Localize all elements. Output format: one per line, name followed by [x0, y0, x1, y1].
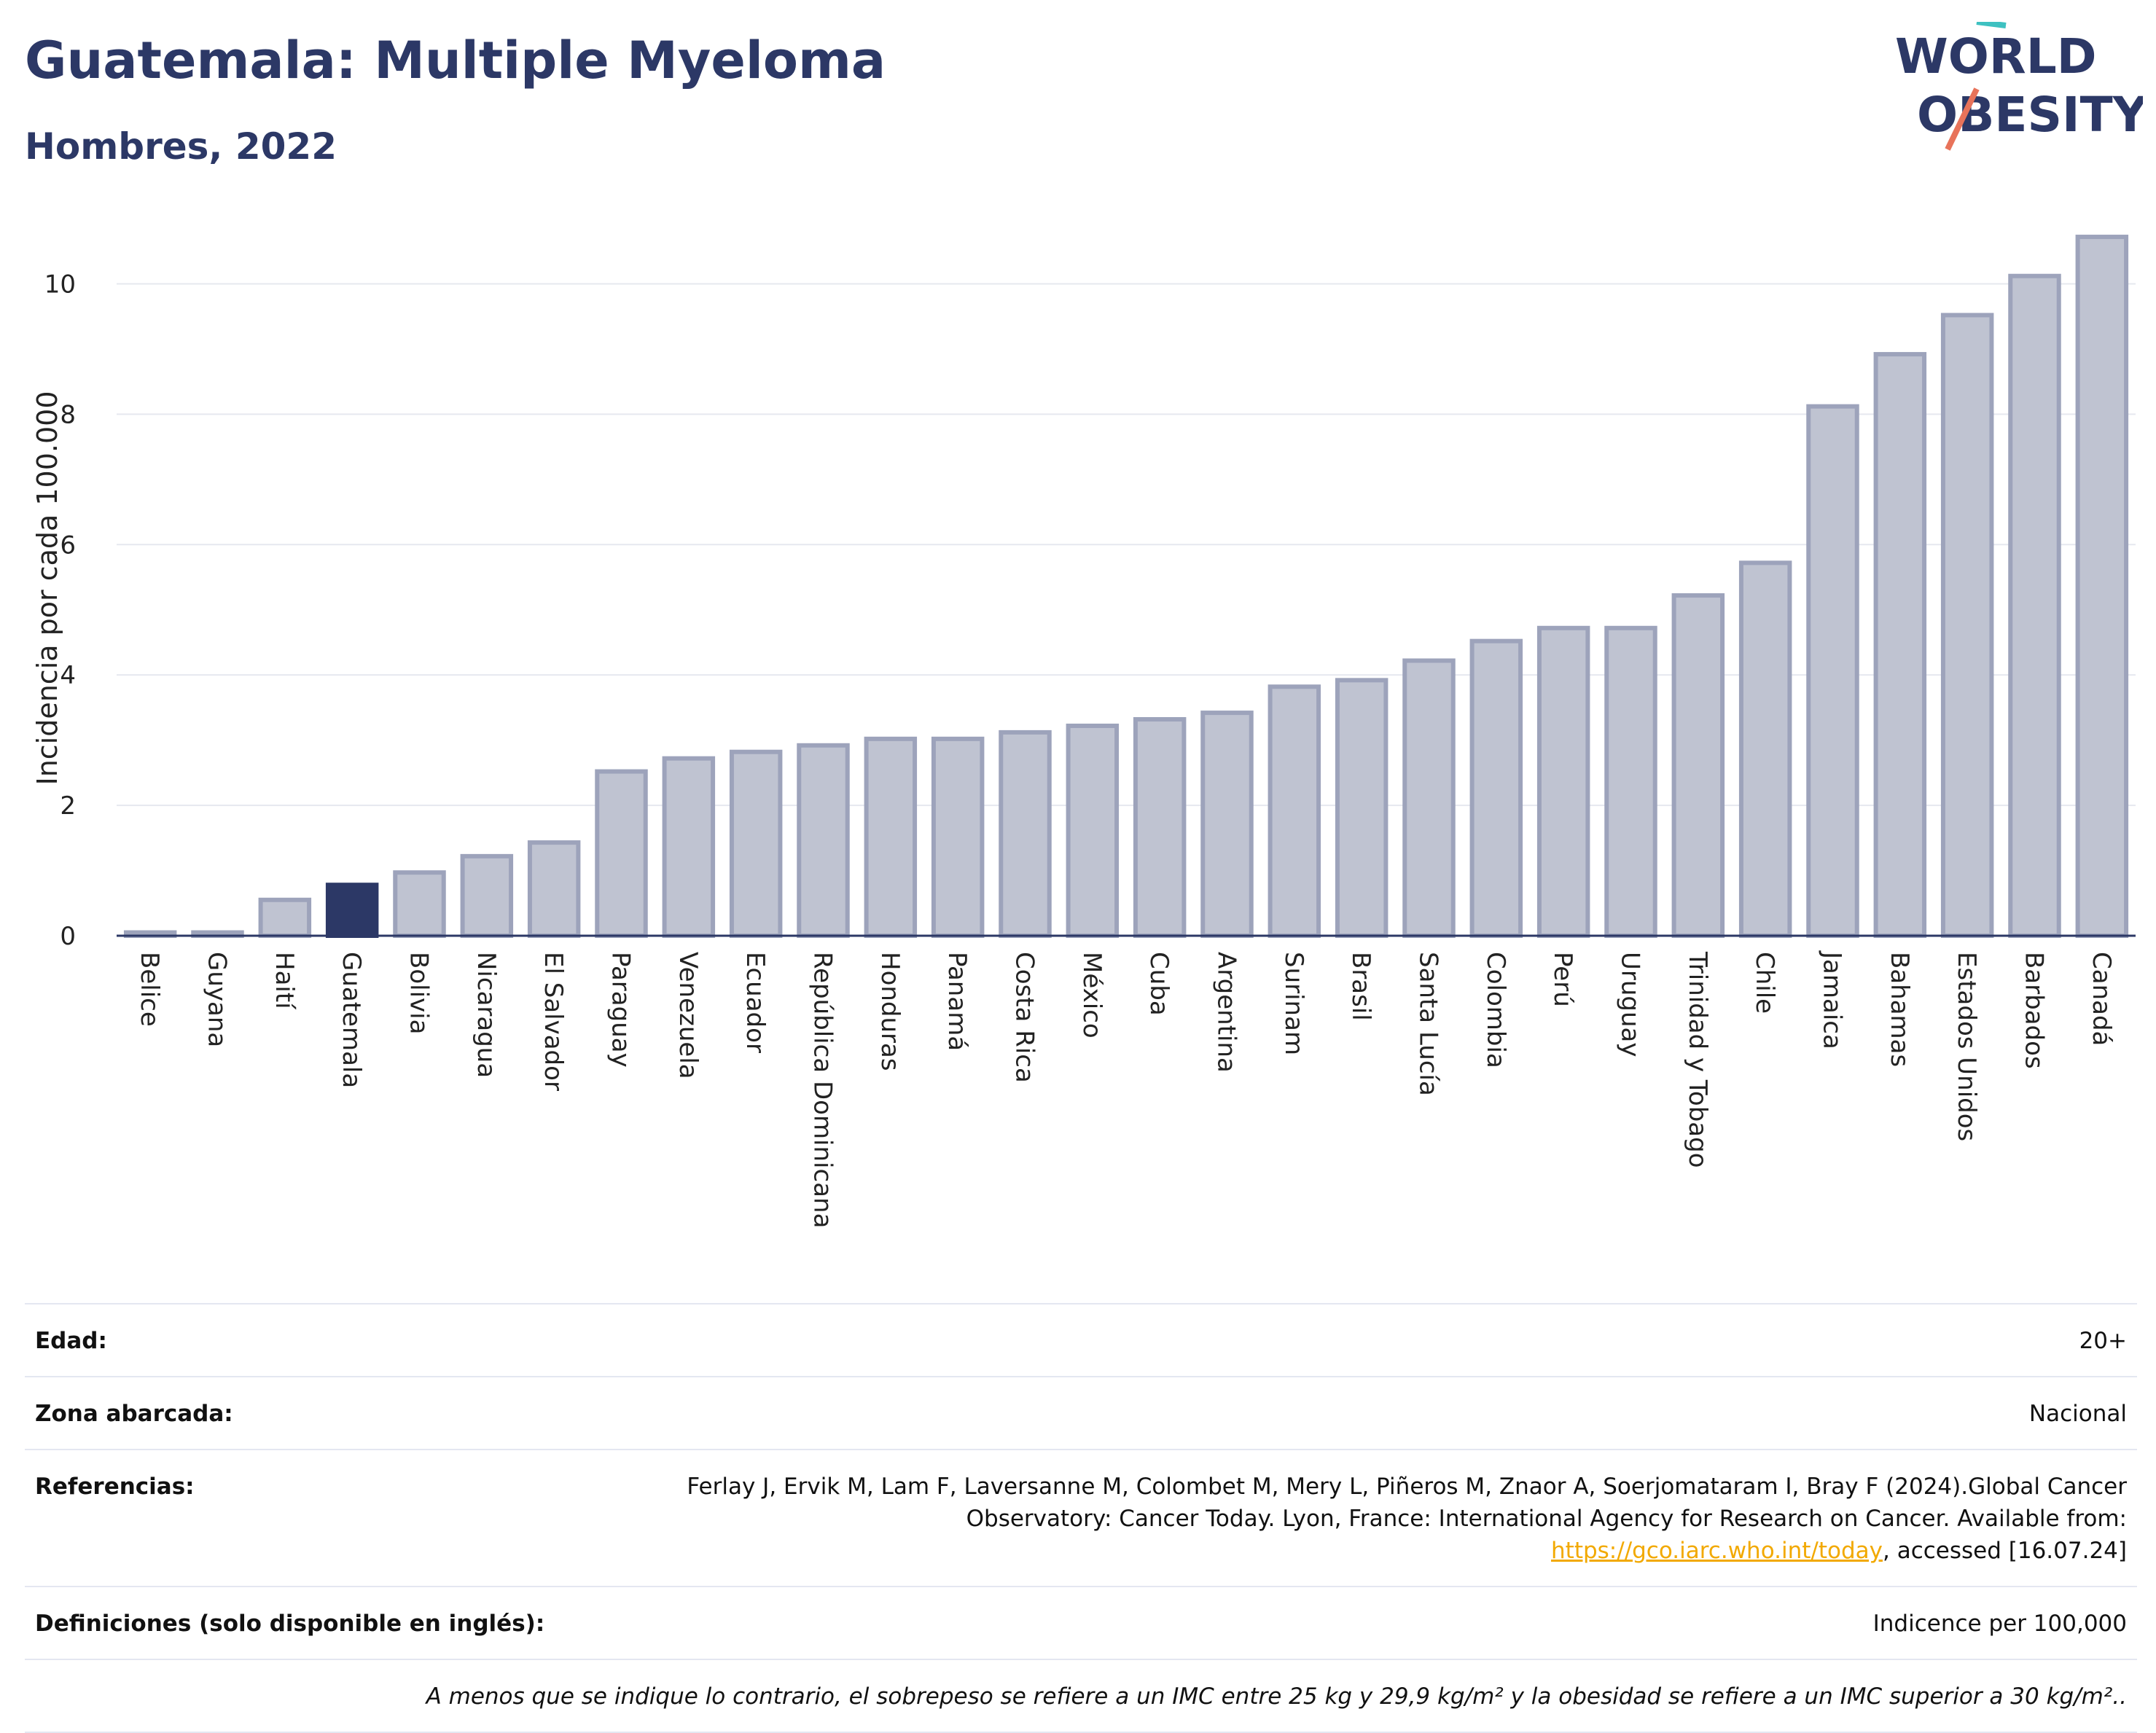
- bar-perú: [1536, 625, 1590, 938]
- age-value: 20+: [2079, 1328, 2127, 1354]
- bar-surinam: [1268, 684, 1321, 938]
- x-tick-label: Surinam: [1279, 952, 1308, 1055]
- bar-uruguay: [1604, 625, 1657, 938]
- area-value: Nacional: [2028, 1401, 2127, 1427]
- info-row-age: Edad: 20+: [25, 1303, 2137, 1376]
- x-tick-label: Barbados: [2020, 952, 2049, 1069]
- bar-santa-lucía: [1402, 658, 1456, 938]
- references-value: Ferlay J, Ervik M, Lam F, Laversanne M, …: [669, 1471, 2127, 1567]
- bar-jamaica: [1806, 404, 1859, 938]
- x-tick-label: Cuba: [1144, 952, 1173, 1016]
- x-tick-label: Venezuela: [673, 952, 703, 1079]
- x-tick-label: Brasil: [1346, 952, 1375, 1021]
- bar-costa-rica: [999, 729, 1052, 938]
- bar-brasil: [1335, 678, 1388, 938]
- bar-venezuela: [662, 756, 716, 938]
- bar-haití: [258, 897, 312, 939]
- references-text: Ferlay J, Ervik M, Lam F, Laversanne M, …: [687, 1474, 2127, 1532]
- x-tick-label: Belice: [135, 952, 164, 1027]
- info-row-references: Referencias: Ferlay J, Ervik M, Lam F, L…: [25, 1449, 2137, 1586]
- bar-canadá: [2075, 235, 2129, 938]
- x-tick-label: Santa Lucía: [1414, 952, 1443, 1096]
- x-tick-label: Colombia: [1481, 952, 1510, 1068]
- logo-slash-teal: [1976, 22, 2007, 28]
- info-row-area: Zona abarcada: Nacional: [25, 1376, 2137, 1449]
- x-tick-label: El Salvador: [539, 952, 568, 1091]
- info-table: Edad: 20+ Zona abarcada: Nacional Refere…: [25, 1303, 2137, 1733]
- age-label: Edad:: [35, 1328, 107, 1354]
- x-tick-label: Haití: [270, 952, 299, 1010]
- x-tick-label: Perú: [1548, 952, 1577, 1007]
- bar-cuba: [1133, 717, 1187, 939]
- bar-guatemala: [325, 883, 379, 939]
- info-row-note: A menos que se indique lo contrario, el …: [25, 1659, 2137, 1733]
- bar-colombia: [1469, 638, 1523, 938]
- bar-trinidad-y-tobago: [1671, 593, 1725, 939]
- info-row-definitions: Definiciones (solo disponible en inglés)…: [25, 1586, 2137, 1659]
- x-tick-label: Trinidad y Tobago: [1683, 951, 1712, 1168]
- references-link[interactable]: https://gco.iarc.who.int/today: [1551, 1538, 1883, 1564]
- x-tick-label: Uruguay: [1616, 952, 1645, 1057]
- x-tick-label: Chile: [1750, 952, 1779, 1014]
- obesity-note: A menos que se indique lo contrario, el …: [426, 1683, 2127, 1710]
- bar-estados-unidos: [1940, 313, 1994, 939]
- x-tick-label: Bahamas: [1885, 952, 1914, 1067]
- x-tick-label: República Dominicana: [808, 952, 837, 1228]
- x-tick-label: Nicaragua: [472, 952, 501, 1078]
- x-tick-label: Guatemala: [337, 952, 366, 1088]
- bar-república-dominicana: [797, 743, 850, 938]
- x-tick-label: Ecuador: [741, 952, 770, 1053]
- logo-text-top: WORLD: [1895, 28, 2097, 85]
- world-obesity-logo: WORLD OBESITY: [1895, 22, 2143, 151]
- y-tick-label: 0: [60, 922, 76, 951]
- bar-el-salvador: [527, 840, 581, 938]
- x-tick-label: Bolivia: [405, 952, 434, 1034]
- definitions-label: Definiciones (solo disponible en inglés)…: [35, 1611, 545, 1637]
- references-label: Referencias:: [35, 1474, 195, 1500]
- bar-bahamas: [1873, 352, 1927, 939]
- bar-ecuador: [729, 749, 783, 938]
- bar-paraguay: [595, 769, 648, 939]
- bar-honduras: [864, 736, 918, 939]
- references-accessed: , accessed [16.07.24]: [1882, 1538, 2127, 1564]
- bar-bolivia: [393, 870, 446, 939]
- x-tick-label: Jamaica: [1818, 950, 1847, 1049]
- x-tick-label: Paraguay: [606, 952, 636, 1068]
- bar-panamá: [931, 736, 985, 939]
- bar-méxico: [1066, 723, 1120, 938]
- y-tick-label: 10: [44, 270, 76, 299]
- bar-nicaragua: [460, 853, 514, 939]
- definitions-value: Indicence per 100,000: [1872, 1611, 2127, 1637]
- x-tick-label: Honduras: [875, 952, 905, 1071]
- y-tick-label: 2: [60, 791, 76, 821]
- logo-slash-coral: [1945, 87, 1980, 151]
- y-tick-label: 6: [60, 531, 76, 560]
- area-label: Zona abarcada:: [35, 1401, 233, 1427]
- y-axis-label: Incidencia por cada 100.000: [31, 391, 63, 785]
- x-tick-label: Estados Unidos: [1952, 952, 1981, 1141]
- x-tick-label: México: [1077, 952, 1106, 1038]
- x-tick-label: Costa Rica: [1010, 952, 1039, 1083]
- bar-barbados: [2008, 273, 2061, 939]
- y-tick-label: 8: [60, 400, 76, 429]
- x-tick-label: Panamá: [942, 952, 972, 1051]
- bar-chile: [1738, 560, 1792, 938]
- x-tick-label: Canadá: [2087, 952, 2116, 1046]
- x-tick-label: Guyana: [203, 952, 232, 1047]
- bar-chart: 0 2 4 6 8 10 Incidencia por cada 100.000 Belice…: [31, 235, 2136, 1228]
- bar-argentina: [1200, 711, 1254, 938]
- page-title: Guatemala: Multiple Myeloma: [25, 31, 886, 90]
- page-subtitle: Hombres, 2022: [25, 125, 337, 168]
- x-tick-label: Argentina: [1212, 952, 1241, 1073]
- y-tick-label: 4: [60, 661, 76, 690]
